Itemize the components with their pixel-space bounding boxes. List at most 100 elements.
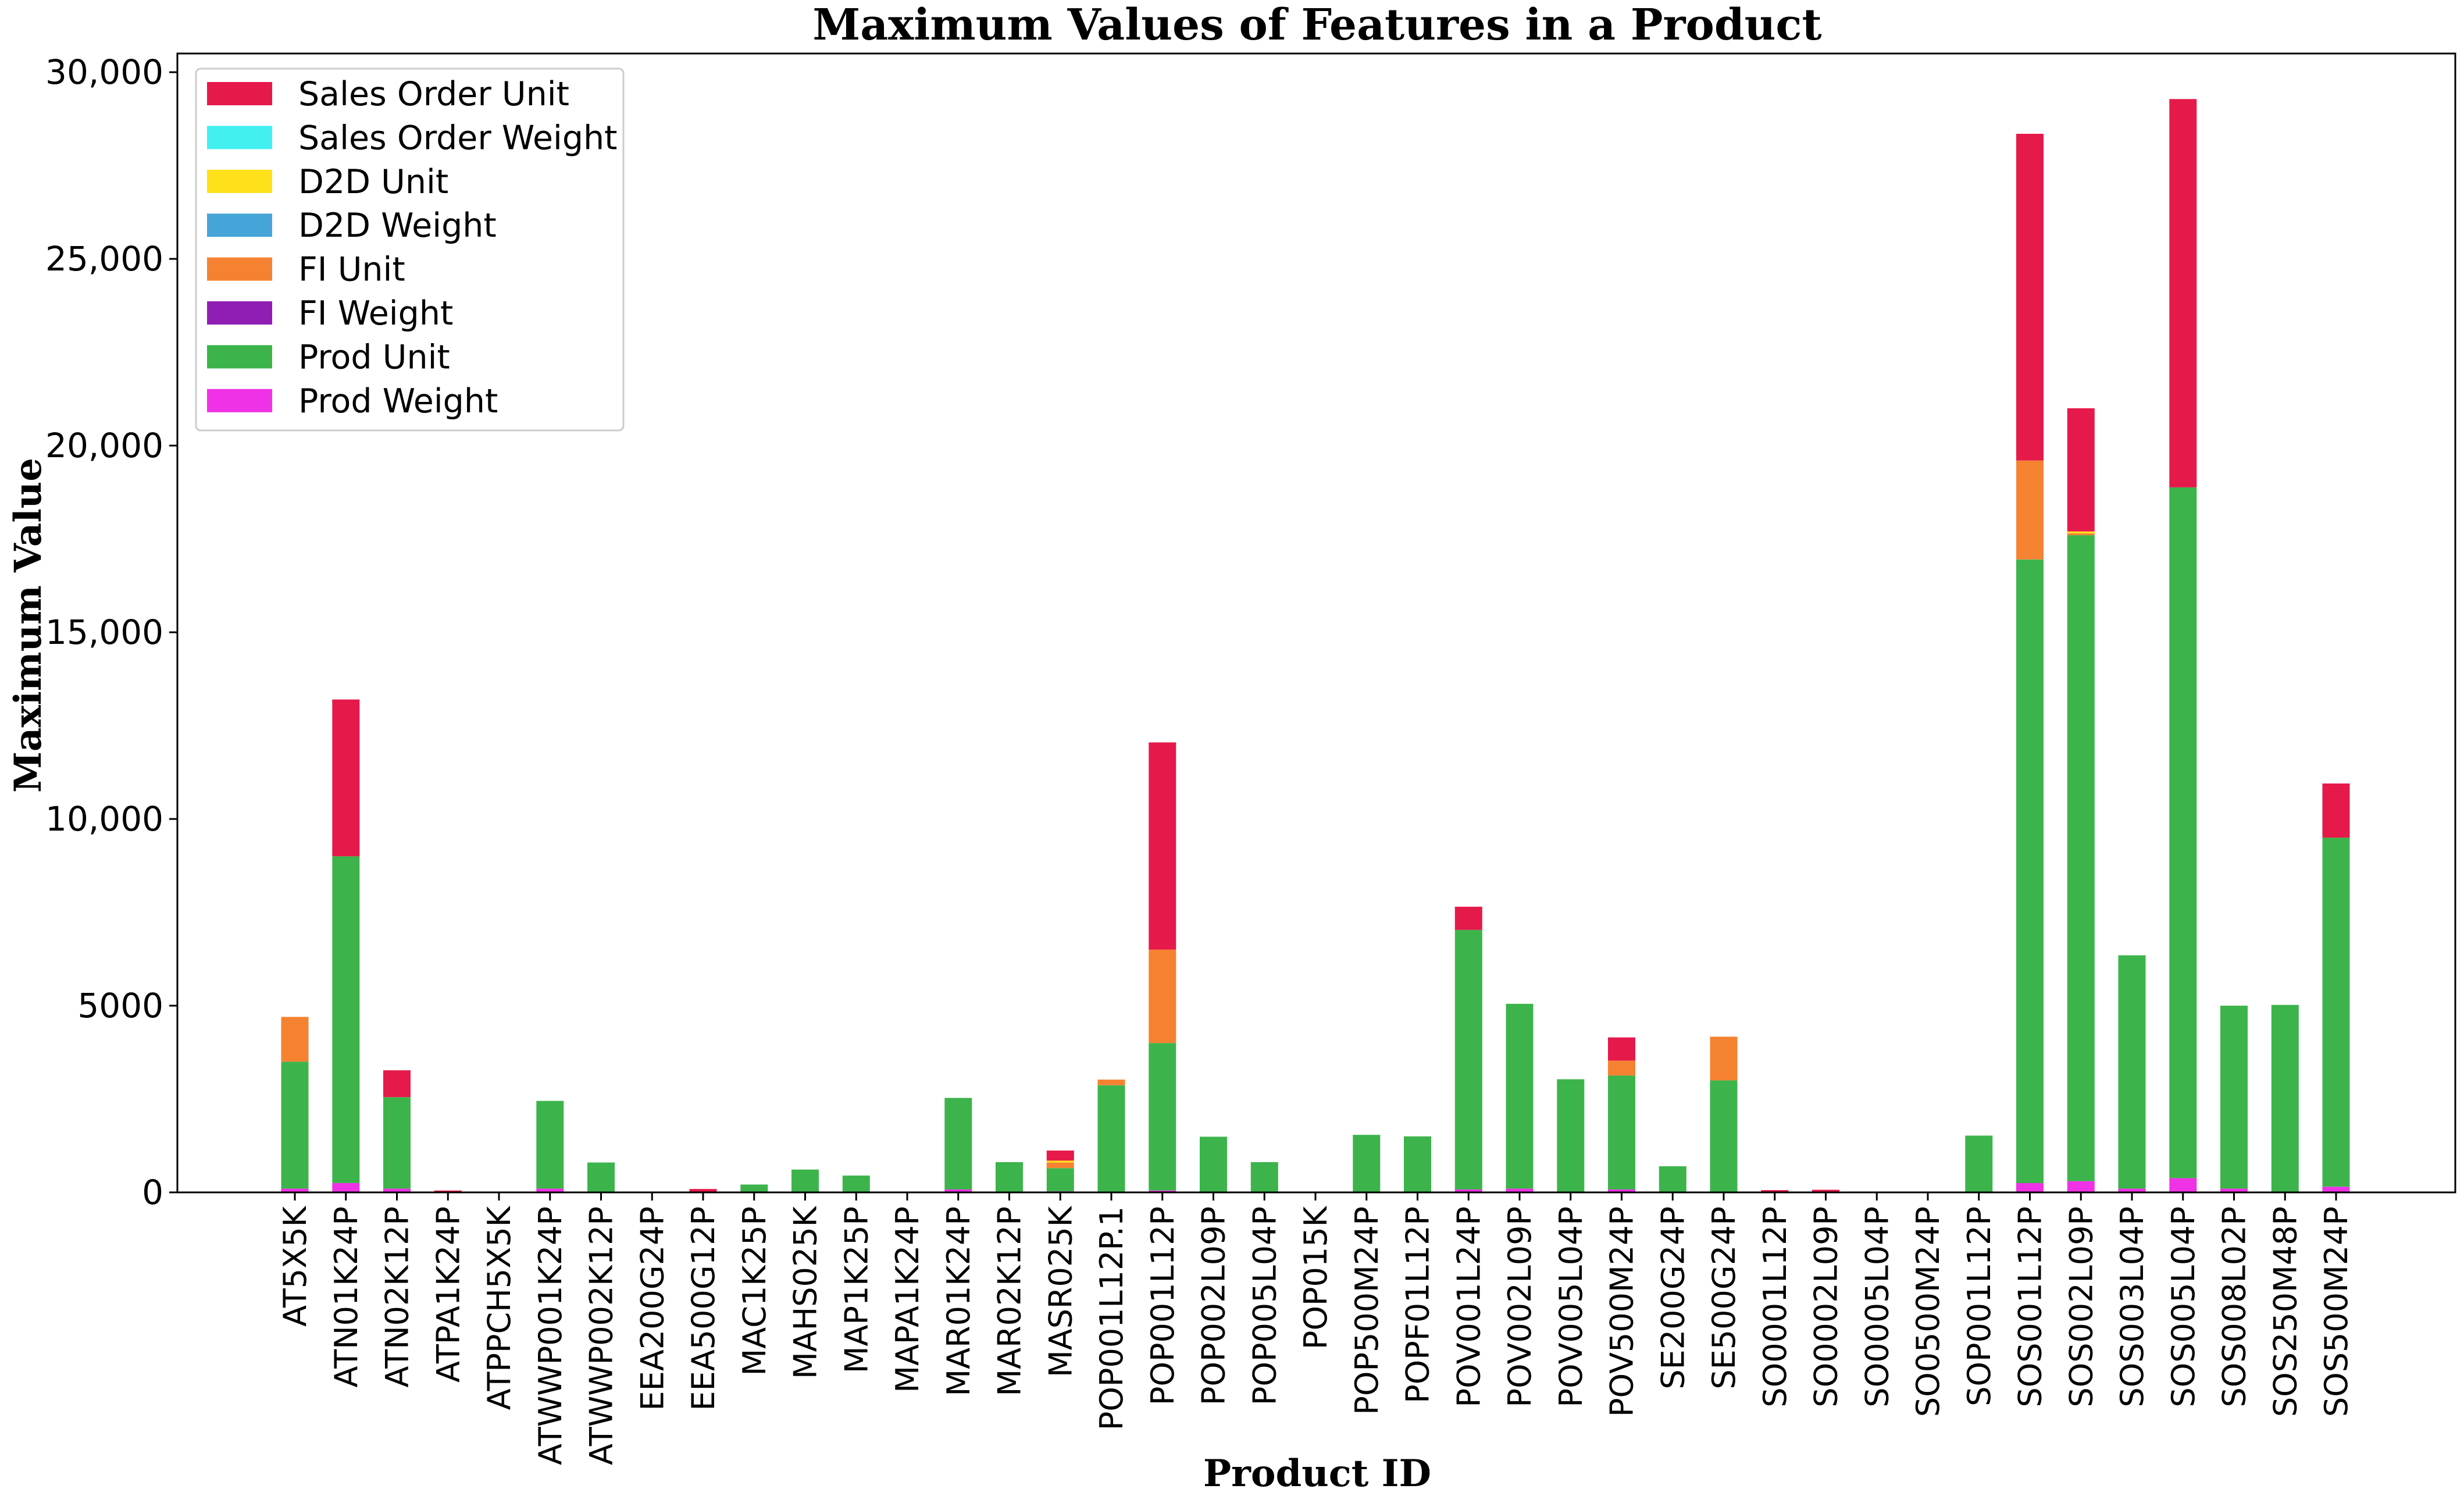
bar-segment (2322, 838, 2350, 1187)
x-tick-label: POV001L24P (1450, 1206, 1487, 1408)
bar-segment (2271, 1005, 2299, 1192)
bar-segment (1353, 1135, 1381, 1192)
x-tick-label: AT5X5K (277, 1205, 313, 1326)
bar-segment (1659, 1166, 1686, 1192)
bar-segment (1046, 1162, 1074, 1169)
x-tick-label: SO0005L04P (1859, 1206, 1895, 1408)
x-tick-label: SOS500M24P (2318, 1206, 2355, 1417)
legend-swatch (207, 126, 272, 149)
bar-segment (1454, 906, 1482, 930)
x-tick-label: ATWWP001K24P (532, 1206, 569, 1465)
x-tick-label: MAP1K25P (838, 1206, 875, 1373)
bar-segment (1149, 742, 1176, 950)
bar-segment (2322, 1187, 2350, 1192)
y-tick-label: 5000 (77, 986, 163, 1025)
x-tick-label: POP001L12P (1144, 1206, 1181, 1405)
bar-segment (1608, 1075, 1635, 1189)
x-tick-label: ATN02K12P (379, 1206, 416, 1388)
bar-segment (383, 1188, 411, 1192)
bar-segment (1506, 1188, 1534, 1192)
bar-segment (1404, 1136, 1431, 1192)
bar-segment (1965, 1135, 1993, 1192)
bars-layer (281, 99, 2350, 1192)
bar-segment (1506, 1003, 1534, 1189)
x-tick-label: MAR02K12P (992, 1206, 1028, 1396)
bar-segment (2169, 99, 2197, 487)
y-axis-ticks: 0 5000 10,000 15,000 20,000 25,000 30,000 (45, 52, 177, 1212)
x-tick-label: ATWWP002K12P (583, 1206, 620, 1465)
y-tick-label: 15,000 (45, 612, 163, 652)
legend-box (195, 67, 625, 432)
legend: Sales Order Unit Sales Order Weight D2D Un… (195, 67, 625, 432)
legend-label: D2D Weight (298, 206, 497, 245)
x-tick-label: SOS005L04P (2165, 1206, 2202, 1408)
bar-segment (2169, 1178, 2197, 1192)
x-tick-label: ATPPCH5X5K (481, 1205, 518, 1410)
bar-segment (434, 1190, 462, 1192)
bar-segment (1149, 1043, 1176, 1191)
bar-segment (1250, 1162, 1278, 1192)
legend-label: Sales Order Unit (298, 75, 569, 113)
bar-segment (2169, 487, 2197, 1178)
legend-label: Prod Unit (298, 338, 450, 376)
y-tick-label: 0 (142, 1173, 163, 1212)
plot-frame (176, 52, 2456, 1194)
y-tick-label: 25,000 (45, 239, 163, 279)
bar-segment (1710, 1036, 1738, 1081)
x-axis-label: Product ID (1203, 1452, 1431, 1495)
legend-label: Sales Order Weight (298, 119, 618, 157)
x-tick-label: SOP001L12P (1961, 1206, 1998, 1406)
legend-label: FI Weight (298, 294, 453, 333)
x-tick-label: MAC1K25P (736, 1206, 773, 1376)
x-tick-label: POP002L09P (1196, 1206, 1232, 1405)
x-tick-label: ATN01K24P (328, 1206, 365, 1388)
bar-segment (1812, 1189, 1839, 1192)
legend-swatch (207, 345, 272, 369)
x-tick-label: MAR01K24P (940, 1206, 977, 1396)
x-tick-label: SO0500M24P (1910, 1206, 1946, 1417)
bar-segment (1608, 1060, 1635, 1076)
bar-segment (587, 1162, 615, 1192)
bar-segment (1046, 1151, 1074, 1161)
bar-segment (689, 1189, 717, 1192)
x-tick-label: MAPA1K24P (889, 1206, 926, 1393)
legend-swatch (207, 82, 272, 105)
bar-segment (2220, 1006, 2248, 1189)
x-tick-label: EEA500G12P (685, 1206, 722, 1410)
bar-segment (2016, 460, 2044, 560)
bar-segment (740, 1184, 768, 1192)
bar-segment (1200, 1137, 1227, 1192)
x-tick-label: SE500G24P (1706, 1206, 1742, 1390)
bar-segment (944, 1098, 972, 1189)
bar-segment (332, 856, 360, 1183)
bar-segment (2322, 783, 2350, 838)
y-tick-label: 30,000 (45, 52, 163, 92)
x-tick-label: MAHS025K (787, 1205, 824, 1379)
y-tick-label: 10,000 (45, 799, 163, 839)
bar-segment (2016, 134, 2044, 461)
bar-segment (2067, 535, 2095, 1181)
x-tick-label: MASR025K (1042, 1205, 1079, 1377)
x-tick-label: POP015K (1297, 1205, 1334, 1349)
x-tick-label: SO0001L12P (1757, 1206, 1793, 1408)
x-tick-label: POP005L04P (1246, 1206, 1283, 1405)
legend-swatch (207, 213, 272, 237)
y-tick-label: 20,000 (45, 426, 163, 465)
bar-segment (383, 1070, 411, 1098)
bar-segment (2067, 531, 2095, 533)
legend-label: D2D Unit (298, 163, 448, 201)
bar-segment (536, 1188, 564, 1192)
bar-segment (281, 1188, 309, 1192)
legend-swatch (207, 169, 272, 193)
bar-segment (536, 1100, 564, 1189)
bar-segment (842, 1176, 870, 1192)
chart-title: Maximum Values of Features in a Product (812, 0, 1821, 50)
bar-segment (1454, 929, 1482, 1189)
x-tick-label: SOS001L12P (2012, 1206, 2049, 1408)
legend-swatch (207, 301, 272, 325)
bar-segment (1710, 1080, 1738, 1192)
bar-segment (1046, 1160, 1074, 1163)
x-tick-label: POV002L09P (1502, 1206, 1538, 1408)
bar-segment (944, 1189, 972, 1192)
